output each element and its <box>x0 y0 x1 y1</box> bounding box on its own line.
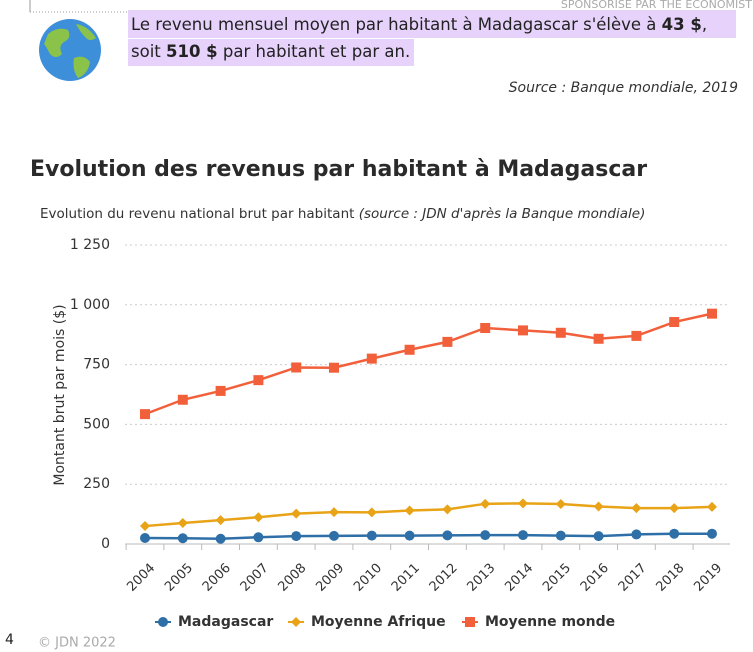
copyright: © JDN 2022 <box>38 636 116 651</box>
text: (source : JDN d'après la Banque mondiale… <box>359 206 646 222</box>
data-point <box>140 533 150 544</box>
intro-line: soit 510 $ par habitant et par an. <box>131 42 410 61</box>
y-tick-label: 1 250 <box>70 237 110 253</box>
data-point <box>215 533 226 544</box>
x-tick-label: 2014 <box>502 561 536 595</box>
x-tick-label: 2006 <box>200 561 234 595</box>
data-point <box>518 498 528 509</box>
data-point <box>215 515 226 526</box>
data-point <box>329 362 339 373</box>
x-tick-label: 2016 <box>578 561 612 595</box>
x-tick-label: 2015 <box>540 561 574 595</box>
intro-line: Le revenu mensuel moyen par habitant à M… <box>131 15 707 34</box>
data-point <box>707 308 717 319</box>
data-point <box>366 353 377 364</box>
series-line <box>144 312 713 416</box>
x-tick-label: 2004 <box>124 561 158 595</box>
chart-subtitle: Evolution du revenu national brut par ha… <box>40 206 645 222</box>
legend-label: Moyenne monde <box>485 614 615 630</box>
text: soit <box>131 42 166 61</box>
data-point <box>480 323 491 334</box>
x-tick-label: 2011 <box>389 561 423 595</box>
data-point <box>593 531 604 542</box>
data-point <box>404 530 415 541</box>
y-tick-label: 750 <box>83 357 110 373</box>
data-point <box>480 498 491 509</box>
data-point <box>442 504 453 515</box>
data-point <box>366 507 377 518</box>
legend-label: Moyenne Afrique <box>311 614 446 630</box>
highlight <box>128 10 736 38</box>
highlight <box>128 39 414 66</box>
data-point <box>707 528 717 539</box>
data-point <box>555 530 566 541</box>
series-line <box>144 532 712 540</box>
page-number: 4 <box>5 632 14 648</box>
globe-icon <box>39 19 101 81</box>
data-point <box>253 375 264 386</box>
text: Le revenu mensuel moyen par habitant à M… <box>131 15 662 34</box>
data-point <box>177 394 188 405</box>
x-tick-label: 2018 <box>653 561 687 595</box>
y-tick-label: 1 000 <box>70 297 110 313</box>
data-point <box>404 505 415 516</box>
x-tick-label: 2017 <box>616 561 650 595</box>
x-tick-label: 2012 <box>427 561 461 595</box>
data-point <box>593 501 604 512</box>
y-tick-label: 0 <box>101 536 110 552</box>
data-point <box>442 530 453 541</box>
data-point <box>329 530 339 541</box>
data-point <box>177 517 188 528</box>
data-point <box>140 409 150 420</box>
x-tick-label: 2010 <box>351 561 385 595</box>
data-point <box>291 531 302 542</box>
x-tick-label: 2013 <box>464 561 498 595</box>
data-point <box>631 503 642 514</box>
text: Evolution du revenu national brut par ha… <box>40 206 354 222</box>
data-point <box>404 344 415 355</box>
text: , <box>702 15 707 34</box>
plot: 0 250 500 750 1 000 1 250 2004 2005 2006 2007 2008… <box>70 237 730 630</box>
data-point <box>669 528 680 539</box>
data-point <box>669 503 680 514</box>
heading: Evolution des revenus par habitant à Mad… <box>30 157 647 182</box>
data-point <box>215 385 226 396</box>
x-tick-label: 2005 <box>162 561 196 595</box>
x-tick-label: 2007 <box>238 561 272 595</box>
text: par habitant et par an. <box>218 42 411 61</box>
data-point <box>518 530 528 541</box>
data-point <box>329 507 339 518</box>
data-point <box>555 499 566 510</box>
series-line <box>144 502 713 528</box>
data-point <box>442 336 453 347</box>
data-point <box>140 521 150 532</box>
x-tick-label: 2008 <box>275 561 309 595</box>
sponsor: SPONSORISÉ PAR THE ECONOMIST <box>561 0 752 11</box>
data-point <box>366 530 377 541</box>
y-tick-label: 250 <box>83 476 110 492</box>
text: 510 $ <box>166 42 218 61</box>
data-point <box>631 330 642 341</box>
y-tick-label: 500 <box>83 416 110 432</box>
source: Source : Banque mondiale, 2019 <box>509 80 738 96</box>
data-point <box>707 501 717 512</box>
data-point <box>518 325 528 336</box>
data-point <box>669 317 680 328</box>
legend-label: Madagascar <box>178 614 273 630</box>
data-point <box>631 529 642 540</box>
data-point <box>291 508 302 519</box>
data-point <box>593 333 604 344</box>
data-point <box>253 512 264 523</box>
data-point <box>177 533 188 544</box>
data-point <box>480 530 491 541</box>
data-point <box>555 327 566 338</box>
y-axis-label: Montant brut par mois ($) <box>52 304 68 485</box>
text: 43 $ <box>662 15 702 34</box>
data-point <box>253 532 264 543</box>
x-tick-label: 2009 <box>313 561 347 595</box>
data-point <box>291 362 302 373</box>
x-tick-label: 2019 <box>691 561 725 595</box>
